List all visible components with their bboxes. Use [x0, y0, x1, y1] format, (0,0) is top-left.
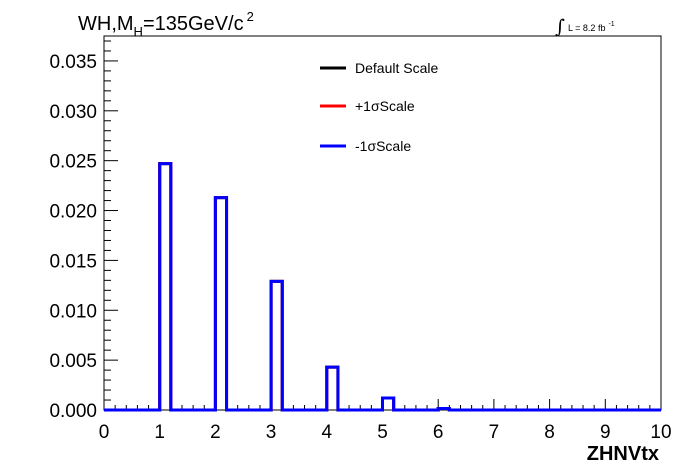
x-tick-label: 10	[650, 422, 671, 443]
x-tick-label: 6	[433, 422, 444, 443]
series-layer	[104, 162, 661, 412]
series-line-default-scale	[104, 162, 661, 412]
y-tick-label: 0.035	[49, 52, 97, 73]
x-tick-label: 8	[544, 422, 555, 443]
y-tick-label: 0.010	[49, 301, 97, 322]
x-tick-label: 7	[489, 422, 500, 443]
chart-title-suffix: =135GeV/c	[143, 13, 244, 35]
y-tick-label: 0.020	[49, 202, 97, 223]
legend-entry-label: -1σScale	[355, 138, 411, 154]
x-tick-label: 0	[99, 422, 110, 443]
lumi-integral-sign: ∫	[555, 16, 565, 38]
lumi-label: L = 8.2 fb -1	[568, 21, 615, 33]
y-tick-label: 0.030	[49, 102, 97, 123]
y-tick-label: 0.025	[49, 152, 97, 173]
y-tick-label: 0.005	[49, 351, 97, 372]
x-axis-label: ZHNVtx	[587, 443, 659, 465]
series-line--1-scale	[104, 162, 661, 412]
x-tick-label: 1	[154, 422, 165, 443]
x-tick-label: 2	[210, 422, 221, 443]
chart-title-superscript: 2	[247, 9, 254, 24]
legend-entry-label: Default Scale	[355, 60, 438, 76]
x-tick-label: 3	[266, 422, 277, 443]
x-tick-label: 9	[600, 422, 611, 443]
y-tick-label: 0.015	[49, 251, 97, 272]
x-tick-label: 5	[377, 422, 388, 443]
chart-title: WH,MH=135GeV/c 2	[78, 9, 254, 39]
lumi-superscript: -1	[608, 21, 614, 28]
plot-frame	[103, 35, 662, 411]
legend: Default Scale +1σScale -1σScale	[320, 60, 438, 154]
series-line--1-scale	[104, 162, 661, 412]
x-axis: 0 1 2 3 4 5 6 7 8 9 10	[99, 399, 672, 443]
y-axis: 0.000 0.005 0.010 0.015 0.020 0.025 0.030 0.035	[49, 40, 118, 422]
chart-title-subscript: H	[134, 24, 143, 39]
x-tick-label: 4	[322, 422, 333, 443]
legend-entry-label: +1σScale	[355, 98, 415, 114]
y-tick-label: 0.000	[49, 401, 97, 422]
